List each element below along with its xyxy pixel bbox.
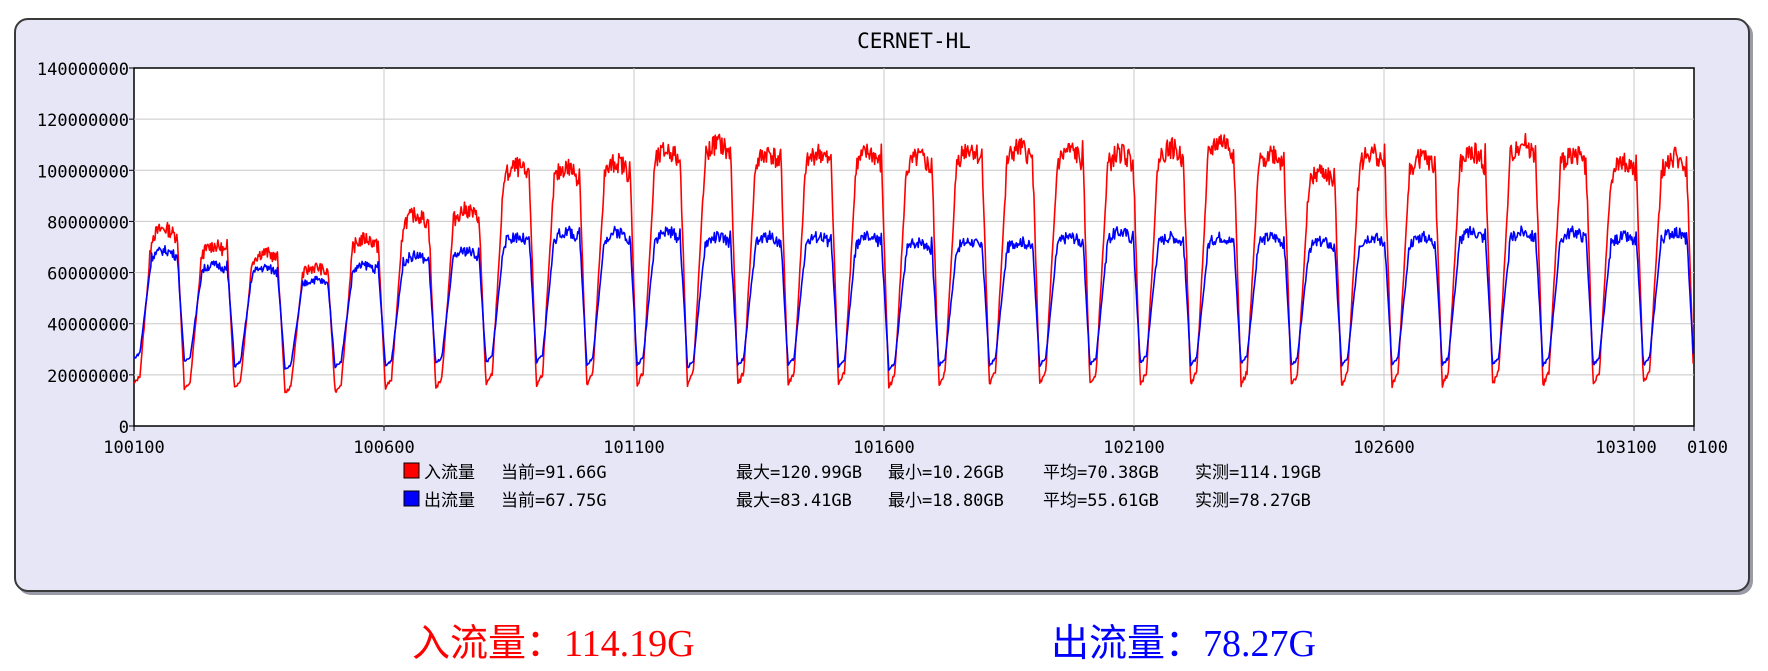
x-tick-label: 103100 [1595,438,1656,458]
outbound-series-line [133,225,1694,372]
legend-measured: 实测=114.19GB [1195,463,1321,483]
legend-series-name: 出流量 [424,491,475,511]
legend-max: 最大=120.99GB [736,463,862,483]
x-tick-label: 102600 [1353,438,1414,458]
legend-min: 最小=10.26GB [888,463,1004,483]
legend-avg: 平均=55.61GB [1043,491,1159,511]
legend-swatch [403,490,420,507]
legend-current: 当前=67.75G [501,491,607,511]
y-tick-label: 140000000 [37,60,129,80]
y-tick-label: 80000000 [47,213,129,233]
x-tick-label: 100600 [353,438,414,458]
x-tick-label: 100100 [103,438,164,458]
x-tick-label: 101600 [853,438,914,458]
legend-current: 当前=91.66G [501,463,607,483]
x-tick-label: 102100 [1103,438,1164,458]
legend-avg: 平均=70.38GB [1043,463,1159,483]
inbound-series-line [133,132,1694,394]
legend-measured: 实测=78.27GB [1195,491,1311,511]
y-tick-label: 0 [119,418,129,438]
y-tick-label: 120000000 [37,111,129,131]
y-tick-label: 20000000 [47,367,129,387]
legend-max: 最大=83.41GB [736,491,852,511]
legend-swatch [403,462,420,479]
chart-title: CERNET-HL [857,29,971,53]
y-tick-label: 100000000 [37,162,129,182]
legend-series-name: 入流量 [424,463,475,483]
y-tick-label: 60000000 [47,265,129,285]
y-tick-label: 40000000 [47,316,129,336]
legend-min: 最小=18.80GB [888,491,1004,511]
traffic-chart: CERNET-HL 0 20000000 40000000 60000000 800000… [37,29,1728,511]
inbound-summary: 入流量：114.19G [412,623,695,665]
chart-panel: CERNET-HL 0 20000000 40000000 60000000 800000… [14,18,1750,592]
x-tick-label: 101100 [603,438,664,458]
x-tick-label: 0100 [1687,438,1728,458]
outbound-summary: 出流量：78.27G [1051,623,1316,665]
